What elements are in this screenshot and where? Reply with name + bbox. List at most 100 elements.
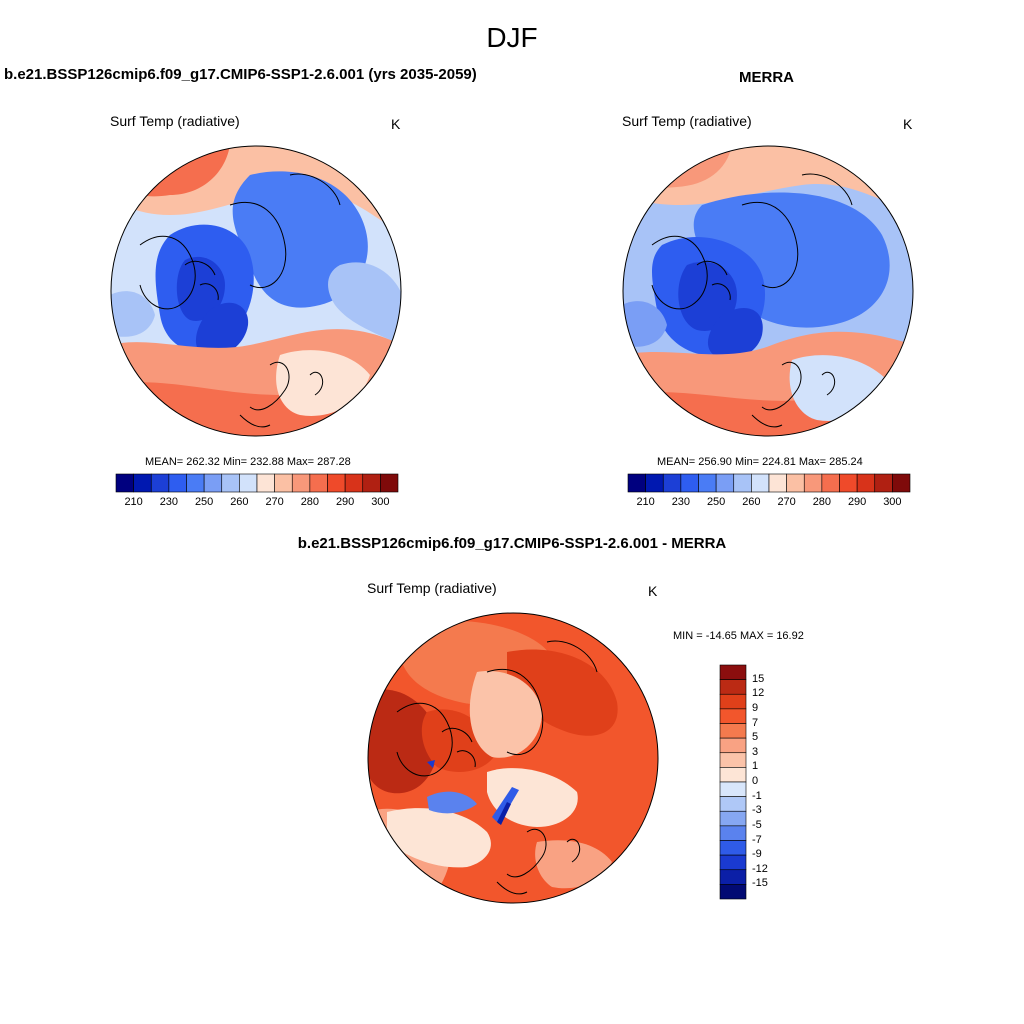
colorbar-tick-label: -12 (752, 862, 768, 875)
colorbar-swatch (239, 473, 258, 493)
colorbar-swatch (719, 767, 747, 783)
model-stats: MEAN= 262.32 Min= 232.88 Max= 287.28 (145, 456, 351, 468)
colorbar-tick-label: 290 (847, 496, 867, 508)
colorbar-swatch (327, 473, 346, 493)
colorbar-tick-label: -15 (752, 877, 768, 890)
colorbar-swatch (719, 796, 747, 812)
colorbar-swatch (719, 869, 747, 885)
colorbar-tick-label: 270 (265, 496, 284, 508)
colorbar-swatch (786, 473, 805, 493)
obs-colorbar-ticks: 210 230 250 260 270 280 290 300 (628, 496, 910, 510)
colorbar-swatch (719, 693, 747, 710)
colorbar-swatch (362, 473, 381, 493)
colorbar-swatch (821, 473, 840, 493)
obs-polar-map (622, 145, 914, 437)
colorbar-tick-label: 280 (812, 496, 832, 508)
colorbar-swatch (627, 473, 646, 493)
colorbar-tick-label: 230 (159, 496, 179, 508)
colorbar-tick-label: 15 (752, 672, 765, 685)
colorbar-swatch (680, 473, 699, 493)
colorbar-swatch (203, 473, 223, 493)
colorbar-tick-label: -7 (752, 833, 762, 846)
obs-units-label: K (903, 116, 913, 132)
model-polar-map (110, 145, 402, 437)
colorbar-tick-label: 250 (706, 496, 726, 508)
colorbar-swatch (662, 473, 682, 493)
colorbar-swatch (874, 473, 893, 493)
colorbar-swatch (751, 473, 770, 493)
season-title: DJF (486, 22, 538, 53)
colorbar-swatch (168, 473, 187, 493)
colorbar-swatch (274, 473, 293, 493)
colorbar-swatch (719, 737, 747, 754)
model-panel-title: b.e21.BSSP126cmip6.f09_g17.CMIP6-SSP1-2.… (4, 66, 477, 83)
obs-field-label: Surf Temp (radiative) (622, 113, 752, 129)
colorbar-tick-label: 230 (671, 496, 691, 508)
colorbar-tick-label: -5 (752, 818, 762, 831)
colorbar-swatch (892, 473, 911, 493)
colorbar-swatch (719, 781, 747, 797)
colorbar-tick-label: 9 (752, 701, 759, 714)
colorbar-swatch (719, 679, 747, 695)
colorbar-tick-label: 300 (371, 496, 390, 508)
colorbar-swatch (291, 473, 311, 493)
model-colorbar-ticks: 210 230 250 260 270 280 290 300 (116, 496, 398, 510)
colorbar-tick-label: 290 (335, 496, 355, 508)
obs-panel-title: MERRA (739, 69, 794, 86)
colorbar-tick-label: 210 (636, 496, 655, 508)
colorbar-tick-label: 280 (300, 496, 320, 508)
colorbar-swatch (839, 473, 858, 493)
colorbar-swatch (719, 810, 747, 827)
diff-colorbar (719, 664, 747, 900)
colorbar-swatch (344, 473, 364, 493)
colorbar-tick-label: 12 (752, 687, 765, 700)
colorbar-tick-label: -1 (752, 789, 762, 802)
colorbar-tick-label: 7 (752, 716, 759, 729)
colorbar-swatch (256, 473, 275, 493)
colorbar-tick-label: 210 (124, 496, 143, 508)
colorbar-swatch (719, 664, 747, 680)
diff-panel-title: b.e21.BSSP126cmip6.f09_g17.CMIP6-SSP1-2.… (297, 535, 727, 552)
colorbar-swatch (856, 473, 876, 493)
colorbar-tick-label: 0 (752, 775, 759, 787)
colorbar-tick-label: 1 (752, 760, 759, 773)
colorbar-swatch (309, 473, 328, 493)
colorbar-swatch (186, 473, 205, 493)
obs-stats: MEAN= 256.90 Min= 224.81 Max= 285.24 (657, 456, 863, 468)
colorbar-tick-label: -9 (752, 848, 762, 861)
model-units-label: K (391, 116, 401, 132)
colorbar-swatch (768, 473, 787, 493)
obs-colorbar (627, 473, 911, 493)
diff-units-label: K (648, 583, 658, 599)
colorbar-tick-label: 260 (742, 496, 761, 508)
colorbar-swatch (719, 854, 747, 871)
model-field-label: Surf Temp (radiative) (110, 113, 240, 129)
colorbar-tick-label: 300 (883, 496, 902, 508)
diff-polar-map (367, 612, 659, 904)
colorbar-swatch (150, 473, 170, 493)
colorbar-swatch (715, 473, 735, 493)
colorbar-swatch (719, 840, 747, 856)
colorbar-tick-label: 5 (752, 731, 759, 744)
colorbar-swatch (719, 708, 747, 724)
colorbar-swatch (645, 473, 664, 493)
diff-colorbar-ticks: 15 12 9 7 5 3 1 0 -1 -3 -5 -7 -9 -12 -15 (752, 665, 792, 899)
colorbar-tick-label: 3 (752, 745, 759, 758)
colorbar-tick-label: 260 (230, 496, 249, 508)
colorbar-swatch (719, 825, 747, 841)
colorbar-swatch (133, 473, 152, 493)
diff-stats: MIN = -14.65 MAX = 16.92 (673, 630, 804, 642)
diff-field-label: Surf Temp (radiative) (367, 580, 497, 596)
colorbar-swatch (380, 473, 399, 493)
colorbar-tick-label: 250 (194, 496, 214, 508)
colorbar-swatch (733, 473, 752, 493)
colorbar-swatch (698, 473, 717, 493)
colorbar-swatch (719, 884, 747, 900)
colorbar-swatch (221, 473, 240, 493)
colorbar-swatch (719, 723, 747, 739)
colorbar-tick-label: -3 (752, 804, 762, 817)
colorbar-swatch (719, 752, 747, 768)
colorbar-swatch (115, 473, 134, 493)
colorbar-swatch (803, 473, 823, 493)
colorbar-tick-label: 270 (777, 496, 796, 508)
